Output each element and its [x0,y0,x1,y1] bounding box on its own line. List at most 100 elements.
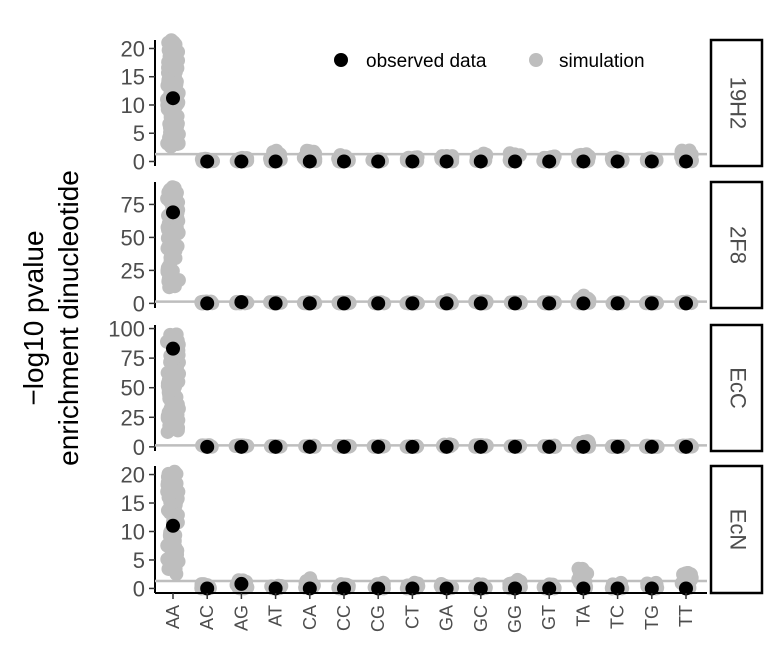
simulation-point [299,143,314,158]
strip-label: EcC [726,367,751,409]
observed-point-CT [405,439,420,454]
observed-point-CA [302,581,317,596]
observed-point-TA [576,439,591,454]
observed-point-AT [268,296,283,311]
observed-point-AC [200,296,215,311]
observed-point-AA [166,518,180,533]
y-tick-label: 0 [133,149,145,174]
simulation-point [161,466,176,481]
observed-point-CT [405,154,420,169]
simulation-point [168,556,183,571]
x-tick-label-CC: CC [334,605,354,631]
observed-point-TC [610,439,625,454]
simulation-point [162,529,177,544]
simulation-point [674,143,689,158]
observed-point-GG [508,296,522,311]
strip-label: 19H2 [726,77,751,130]
simulation-point [163,139,178,154]
x-tick-label-GT: GT [539,605,559,630]
x-tick-label-TG: TG [642,605,662,630]
x-tick-label-AG: AG [231,605,251,631]
observed-point-CA [302,439,317,454]
x-tick-label-AC: AC [197,605,217,630]
simulation-point [166,540,181,555]
observed-point-GC [473,581,488,596]
x-axis: AA AC AG AT CA CC CG CT GA GC GG GT TA TC TG TT [155,592,707,633]
observed-point-CC [337,296,351,311]
simulation-point [160,264,175,279]
observed-point-GA [439,154,454,169]
strip-label: EcN [726,509,751,551]
y-tick-label: 0 [133,576,145,601]
panels: 0 5 10 15 20 19H2 0 25 50 75 2F8 0 25 50 75 100 EcC 0 5 10 1… [108,33,764,601]
observed-point-TT [679,581,693,596]
y-tick-label: 20 [121,36,145,61]
legend-simulation-marker [529,53,543,67]
x-tick-label-CG: CG [368,605,388,632]
y-tick-label: 50 [121,376,145,401]
observed-point-AG [234,576,249,591]
observed-point-CC [337,439,351,454]
y-tick-label: 20 [121,463,145,488]
observed-point-TG [644,439,659,454]
simulation-point [165,123,180,138]
observed-point-GG [508,154,522,169]
y-tick-label: 10 [121,519,145,544]
x-tick-label-TC: TC [608,605,628,629]
panel-2F8: 0 25 50 75 2F8 [121,180,764,316]
observed-point-TT [679,154,693,169]
x-tick-label-TT: TT [676,605,696,627]
x-tick-label-CA: CA [300,605,320,630]
x-tick-label-GG: GG [505,605,525,633]
observed-point-CA [302,296,317,311]
simulation-point [160,484,175,499]
simulation-point [168,50,183,65]
observed-point-TC [610,296,625,311]
observed-point-CA [302,154,317,169]
observed-point-CC [337,581,351,596]
legend: observed data simulation [334,51,645,72]
y-tick-label: 15 [121,65,145,90]
y-tick-label: 15 [121,491,145,516]
observed-point-GT [542,581,557,596]
observed-point-TG [644,154,659,169]
y-tick-label: 5 [133,121,145,146]
observed-point-AG [234,154,249,169]
y-tick-label: 10 [121,93,145,118]
strip-box [709,464,764,595]
y-tick-label: 50 [121,225,145,250]
x-tick-label-GA: GA [437,605,457,631]
x-tick-label-GC: GC [471,605,491,632]
observed-point-TA [576,581,591,596]
y-tick-label: 25 [121,258,145,283]
observed-point-CG [371,296,386,311]
observed-point-TC [610,581,625,596]
observed-point-AA [166,341,180,356]
observed-point-TA [576,154,591,169]
observed-point-CT [405,581,420,596]
y-axis-title: −log10 pvalue enrichment dinucleotide [18,170,84,466]
observed-point-AC [200,439,215,454]
y-tick-label: 0 [133,435,145,460]
simulation-point [577,564,592,579]
strip-box [709,323,764,453]
y-tick-label: 25 [121,405,145,430]
observed-point-AT [268,439,283,454]
legend-observed-marker [334,53,348,67]
simulation-point [161,72,176,87]
observed-point-GT [542,296,557,311]
observed-point-GT [542,154,557,169]
simulation-point [161,385,176,400]
observed-point-GA [439,439,454,454]
simulation-point [169,220,184,235]
x-tick-label-AT: AT [266,605,286,627]
observed-point-GC [473,439,488,454]
observed-point-AC [200,581,215,596]
y-axis-title-line-1: −log10 pvalue [18,230,49,405]
strip-box [709,180,764,310]
y-tick-label: 75 [121,192,145,217]
observed-point-CC [337,154,351,169]
observed-point-GG [508,581,522,596]
observed-point-AC [200,154,215,169]
